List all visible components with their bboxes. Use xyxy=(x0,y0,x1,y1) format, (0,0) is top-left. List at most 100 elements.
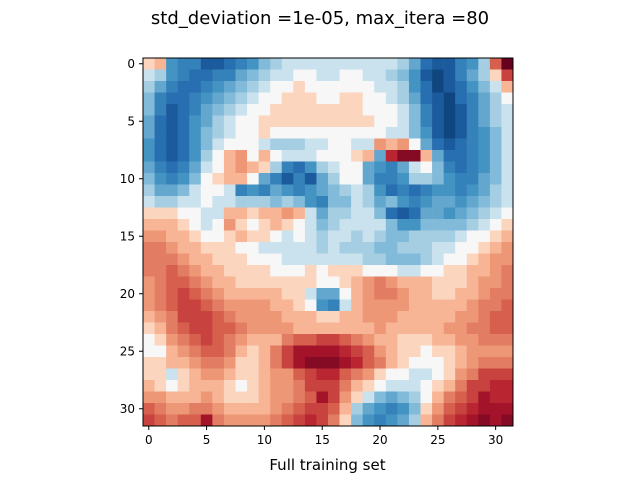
heatmap-cell xyxy=(166,207,178,220)
heatmap-cell xyxy=(154,334,167,346)
heatmap-cell xyxy=(362,92,375,105)
heatmap-cell xyxy=(408,58,421,70)
heatmap-cell xyxy=(397,219,410,231)
heatmap-cell xyxy=(316,196,329,208)
heatmap-cell xyxy=(270,311,283,323)
heatmap-cell xyxy=(408,173,421,185)
heatmap-cell xyxy=(432,81,444,93)
heatmap-cell xyxy=(443,357,456,369)
heatmap-cell xyxy=(316,414,329,427)
heatmap-cell xyxy=(143,58,155,70)
heatmap-cell xyxy=(316,299,329,312)
heatmap-cell xyxy=(455,207,468,220)
y-tick-label: 10 xyxy=(120,172,135,186)
heatmap-cell xyxy=(258,127,271,139)
heatmap-cell xyxy=(443,138,456,151)
heatmap-cell xyxy=(189,299,202,312)
heatmap-cell xyxy=(420,104,433,116)
heatmap-cell xyxy=(443,288,456,300)
heatmap-cell xyxy=(374,207,387,220)
heatmap-cell xyxy=(455,311,468,323)
heatmap-cell xyxy=(200,311,213,323)
heatmap-cell xyxy=(200,322,213,335)
heatmap-cell xyxy=(212,253,225,266)
heatmap-cell xyxy=(362,138,375,151)
heatmap-cell xyxy=(351,150,363,162)
heatmap-cell xyxy=(247,288,259,300)
heatmap-cell xyxy=(166,230,178,243)
heatmap-cell xyxy=(270,265,283,277)
heatmap-cell xyxy=(143,288,155,300)
heatmap-cell xyxy=(420,357,433,369)
heatmap-cell xyxy=(143,127,155,139)
heatmap-cell xyxy=(478,161,491,174)
heatmap-cell xyxy=(293,265,306,277)
heatmap-cell xyxy=(385,322,398,335)
heatmap-cell xyxy=(385,334,398,346)
heatmap-cell xyxy=(270,138,283,151)
heatmap-cell xyxy=(478,138,491,151)
heatmap-cell xyxy=(501,380,514,392)
heatmap-cell xyxy=(443,219,456,231)
heatmap-cell xyxy=(339,161,352,174)
heatmap-cell xyxy=(293,58,306,70)
heatmap-cell xyxy=(362,345,375,358)
heatmap-cell xyxy=(316,242,329,254)
heatmap-cell xyxy=(143,69,155,82)
heatmap-cell xyxy=(339,391,352,404)
heatmap-cell xyxy=(177,299,190,312)
heatmap-cell xyxy=(397,345,410,358)
heatmap-cell xyxy=(489,58,502,70)
heatmap-cell xyxy=(166,311,178,323)
heatmap-cell xyxy=(385,173,398,185)
heatmap-cell xyxy=(304,265,317,277)
heatmap-cell xyxy=(177,69,190,82)
heatmap-cell xyxy=(455,150,468,162)
heatmap-cell xyxy=(177,92,190,105)
heatmap-cell xyxy=(328,288,340,300)
heatmap-cell xyxy=(177,345,190,358)
heatmap-cell xyxy=(397,276,410,289)
heatmap-cell xyxy=(200,92,213,105)
heatmap-cell xyxy=(432,380,444,392)
heatmap-cell xyxy=(328,58,340,70)
heatmap-cell xyxy=(235,414,248,427)
heatmap-cell xyxy=(420,265,433,277)
heatmap-cell xyxy=(177,58,190,70)
heatmap-cell xyxy=(501,345,514,358)
heatmap-cell xyxy=(501,138,514,151)
heatmap-cell xyxy=(177,196,190,208)
heatmap-cell xyxy=(466,92,479,105)
heatmap-cell xyxy=(443,173,456,185)
heatmap-cell xyxy=(258,368,271,381)
heatmap-cell xyxy=(397,161,410,174)
heatmap-cell xyxy=(501,161,514,174)
heatmap-cell xyxy=(247,345,259,358)
heatmap-cell xyxy=(339,403,352,415)
heatmap-cell xyxy=(478,69,491,82)
heatmap-cell xyxy=(443,104,456,116)
heatmap-cell xyxy=(270,196,283,208)
heatmap-cell xyxy=(432,357,444,369)
heatmap-cell xyxy=(212,380,225,392)
heatmap-cell xyxy=(478,58,491,70)
heatmap-cell xyxy=(143,115,155,128)
heatmap-cell xyxy=(247,104,259,116)
heatmap-cell xyxy=(478,173,491,185)
heatmap-cell xyxy=(189,357,202,369)
heatmap-cell xyxy=(374,138,387,151)
heatmap-cell xyxy=(235,173,248,185)
heatmap-cell xyxy=(304,138,317,151)
heatmap-cell xyxy=(397,104,410,116)
heatmap-cell xyxy=(223,311,236,323)
heatmap-cell xyxy=(293,414,306,427)
heatmap-cell xyxy=(466,161,479,174)
heatmap-cell xyxy=(420,414,433,427)
heatmap-cell xyxy=(166,69,178,82)
heatmap-cell xyxy=(443,81,456,93)
heatmap-cell xyxy=(293,230,306,243)
heatmap-cell xyxy=(466,299,479,312)
heatmap-cell xyxy=(212,196,225,208)
heatmap-cell xyxy=(154,230,167,243)
heatmap-cell xyxy=(166,104,178,116)
